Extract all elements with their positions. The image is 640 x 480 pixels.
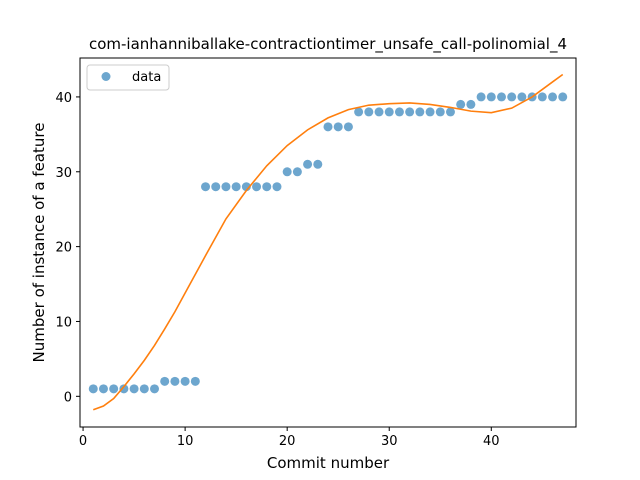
data-point: [170, 376, 180, 386]
y-axis-label: Number of instance of a feature: [30, 123, 48, 363]
data-point: [190, 376, 200, 386]
data-point: [507, 92, 517, 102]
data-point: [333, 122, 343, 132]
data-point: [364, 107, 374, 117]
data-point: [160, 376, 170, 386]
plot-area: [88, 73, 568, 411]
y-tick-label: 0: [64, 390, 72, 405]
data-point: [394, 107, 404, 117]
y-axis-ticks: 0 10 20 30 40: [55, 91, 80, 405]
data-point: [374, 107, 384, 117]
x-tick-label: 10: [177, 434, 194, 449]
data-point: [119, 384, 129, 394]
data-point: [292, 167, 302, 177]
data-point: [231, 182, 241, 192]
data-point: [211, 182, 221, 192]
data-point: [405, 107, 415, 117]
data-point: [303, 159, 313, 169]
data-point: [486, 92, 496, 102]
x-tick-label: 20: [279, 434, 296, 449]
y-tick-label: 40: [55, 91, 72, 106]
chart-title: com-ianhanniballake-contractiontimer_uns…: [89, 35, 567, 54]
data-point: [445, 107, 455, 117]
fit-line: [92, 73, 564, 411]
x-tick-label: 30: [381, 434, 398, 449]
x-axis-ticks: 0 10 20 30 40: [79, 427, 500, 449]
data-point: [98, 384, 108, 394]
legend-label-data: data: [132, 70, 161, 85]
data-point: [252, 182, 262, 192]
data-point: [466, 99, 476, 109]
x-tick-label: 0: [79, 434, 87, 449]
data-point: [517, 92, 527, 102]
x-axis-label: Commit number: [267, 454, 390, 472]
axes-frame: [79, 57, 577, 428]
y-tick-label: 20: [55, 241, 72, 256]
data-point: [313, 159, 323, 169]
data-point: [282, 167, 292, 177]
data-point: [456, 99, 466, 109]
legend-marker-data: [101, 72, 111, 81]
data-point: [201, 182, 211, 192]
data-point: [354, 107, 364, 117]
data-point: [88, 384, 98, 394]
y-tick-label: 10: [55, 315, 72, 330]
data-point: [537, 92, 547, 102]
x-tick-label: 40: [483, 434, 500, 449]
data-point: [150, 384, 160, 394]
data-point: [496, 92, 506, 102]
legend: data: [86, 64, 170, 91]
data-point: [109, 384, 119, 394]
y-tick-label: 30: [55, 166, 72, 181]
data-point: [221, 182, 231, 192]
data-point: [384, 107, 394, 117]
data-point: [180, 376, 190, 386]
data-point: [548, 92, 558, 102]
data-point: [435, 107, 445, 117]
data-point: [425, 107, 435, 117]
data-point: [323, 122, 333, 132]
data-point: [343, 122, 353, 132]
data-point: [476, 92, 486, 102]
data-point: [129, 384, 139, 394]
data-point: [262, 182, 272, 192]
legend-box: [86, 64, 170, 91]
data-point: [139, 384, 149, 394]
data-point: [272, 182, 282, 192]
data-point: [558, 92, 568, 102]
data-point: [415, 107, 425, 117]
